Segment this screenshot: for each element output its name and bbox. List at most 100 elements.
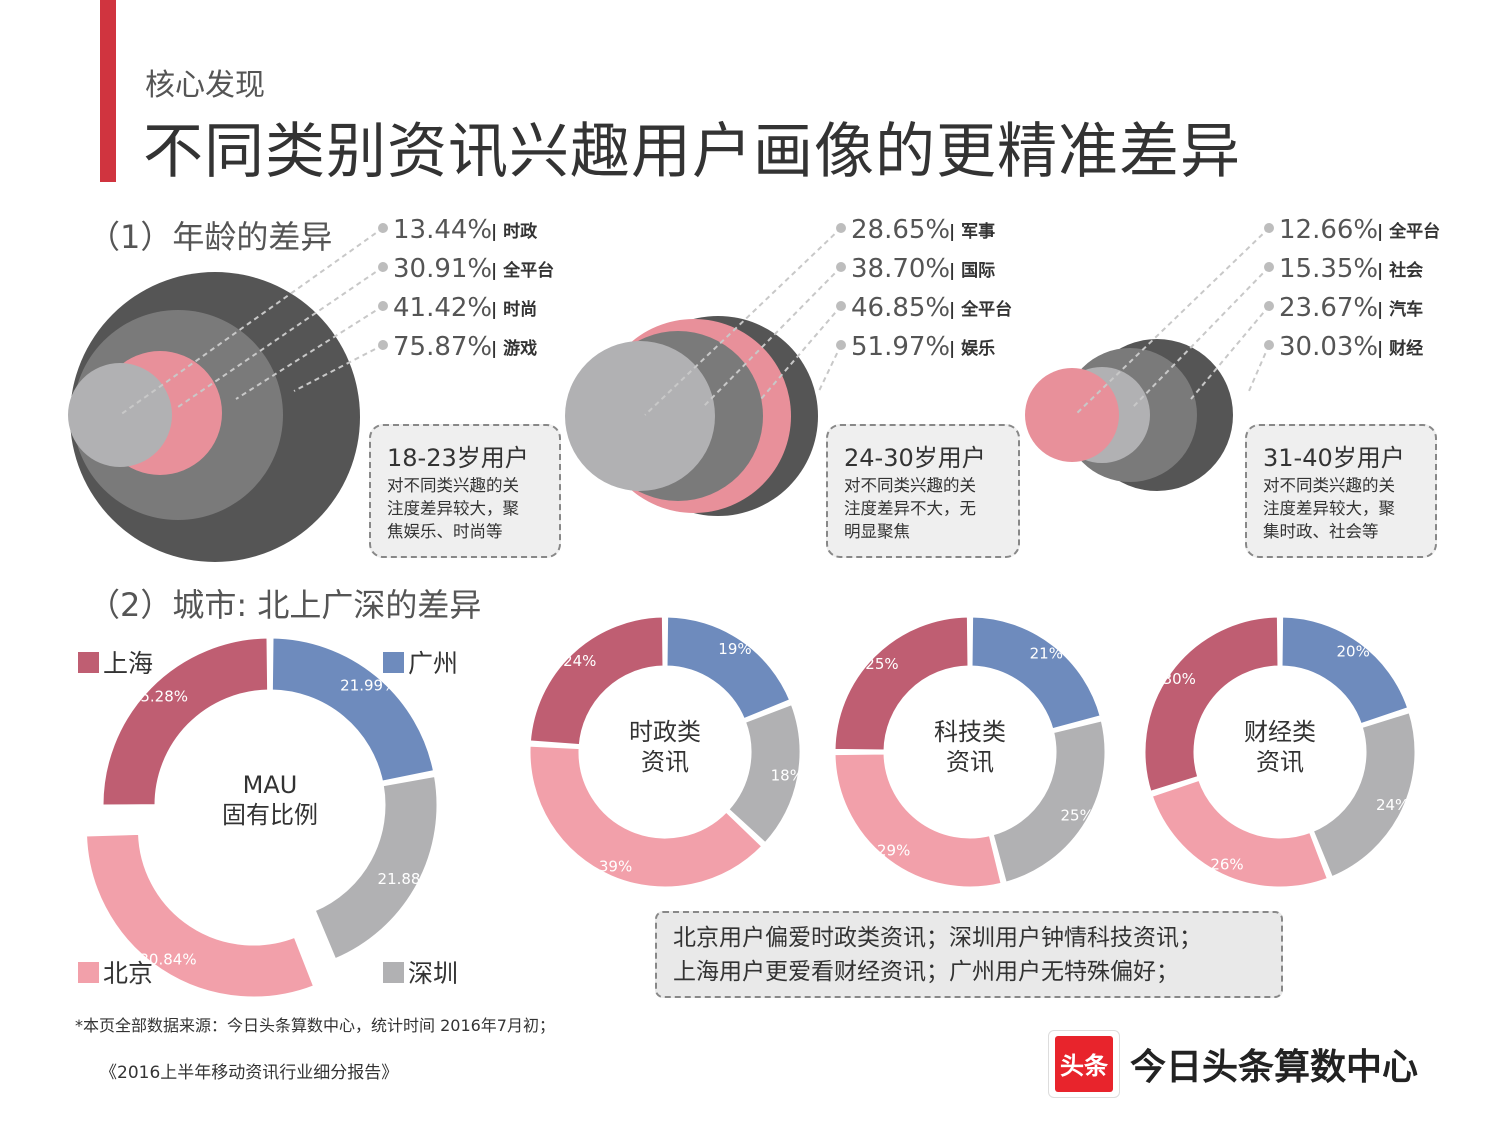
legend-label: 北京 <box>103 959 154 988</box>
toutiao-logo: 头条 <box>1048 1030 1120 1098</box>
page-title: 不同类别资讯兴趣用户画像的更精准差异 <box>143 117 1241 187</box>
legend-label: 广州 <box>408 649 459 678</box>
value-label: 13.44% <box>393 215 492 245</box>
donut-slice <box>527 614 666 748</box>
leader-line <box>760 305 842 400</box>
leader-dot <box>1264 262 1274 272</box>
slice-label: 25% <box>1060 806 1093 824</box>
callout-line: 注度差异较大，聚 <box>387 499 519 518</box>
value-label: 51.97% <box>851 332 950 362</box>
donut-center-label: MAU <box>243 771 298 799</box>
callout-18-23: 18-23岁用户 对不同类兴趣的关 注度差异较大，聚 焦娱乐、时尚等 <box>369 424 561 558</box>
logo-text: 头条 <box>1060 1052 1108 1080</box>
section-age-title: （1）年龄的差异 <box>88 218 333 256</box>
legend-swatch <box>78 651 99 673</box>
category-label: | 游戏 <box>491 338 537 359</box>
callout-body: 对不同类兴趣的关 注度差异不大，无 明显聚焦 <box>844 474 976 543</box>
callout-line: 对不同类兴趣的关 <box>1263 476 1395 495</box>
leader-line <box>293 344 384 392</box>
category-label: | 全平台 <box>491 260 554 281</box>
callout-line: 明显聚焦 <box>844 522 910 541</box>
leader-dot <box>836 223 846 233</box>
callout-line: 对不同类兴趣的关 <box>844 476 976 495</box>
slice-label: 18% <box>771 766 804 784</box>
legend-swatch <box>78 961 99 983</box>
category-label: | 社会 <box>1377 260 1423 281</box>
leader-dot <box>378 301 388 311</box>
callout-title: 18-23岁用户 <box>387 444 529 472</box>
category-label: | 全平台 <box>949 299 1012 320</box>
callout-body: 对不同类兴趣的关 注度差异较大，聚 焦娱乐、时尚等 <box>387 474 519 543</box>
callout-line: 焦娱乐、时尚等 <box>387 522 503 541</box>
logo-badge: 头条 <box>1055 1036 1113 1092</box>
donut-slice <box>269 635 437 785</box>
value-label: 15.35% <box>1279 254 1378 284</box>
leader-line <box>702 266 842 408</box>
donut-center-label: 财经类 <box>1244 718 1316 746</box>
callout-line: 集时政、社会等 <box>1263 522 1379 541</box>
donut-slice <box>312 773 440 962</box>
report-title: 《2016上半年移动资讯行业细分报告》 <box>100 1063 399 1083</box>
legend-label: 深圳 <box>408 959 459 988</box>
leader-dot <box>836 340 846 350</box>
donut-slice <box>83 831 317 1000</box>
section-city-title: （2）城市: 北上广深的差异 <box>88 586 482 624</box>
callout-body: 对不同类兴趣的关 注度差异较大，聚 集时政、社会等 <box>1263 474 1395 543</box>
slice-label: 21% <box>1030 645 1063 663</box>
callout-line: 注度差异较大，聚 <box>1263 499 1395 518</box>
bubble-circle <box>1025 368 1119 462</box>
value-label: 12.66% <box>1279 215 1378 245</box>
leader-line <box>818 344 842 392</box>
donut-slice <box>100 635 271 808</box>
donut-slice <box>990 717 1108 886</box>
leader-dot <box>1264 223 1274 233</box>
donut-center-label: 资讯 <box>946 748 994 776</box>
leader-line <box>644 227 842 416</box>
callout-24-30: 24-30岁用户 对不同类兴趣的关 注度差异不大，无 明显聚焦 <box>826 424 1020 558</box>
legend-swatch <box>383 961 404 983</box>
donut-center-label: 科技类 <box>934 718 1006 746</box>
donut-slice <box>664 614 793 722</box>
leader-dot <box>836 262 846 272</box>
legend-label: 上海 <box>103 649 154 678</box>
legend-beijing: 北京 <box>78 954 153 990</box>
callout-title: 31-40岁用户 <box>1263 444 1405 472</box>
source-note: *本页全部数据来源：今日头条算数中心，统计时间 2016年7月初； <box>75 1016 555 1035</box>
slice-label: 25% <box>865 655 898 673</box>
donut-center-label: 时政类 <box>629 718 701 746</box>
category-label: | 时政 <box>491 221 538 242</box>
leader-dot <box>1264 301 1274 311</box>
leader-dot <box>378 262 388 272</box>
donut-slice <box>1149 777 1331 890</box>
category-label: | 汽车 <box>1377 299 1423 320</box>
callout-line: 对不同类兴趣的关 <box>387 476 519 495</box>
slice-label: 20% <box>1337 642 1370 660</box>
leader-line <box>235 305 384 400</box>
accent-bar <box>100 0 116 182</box>
slice-label: 21.99% <box>340 677 397 695</box>
category-label: | 娱乐 <box>949 338 995 359</box>
leader-dot <box>836 301 846 311</box>
brand-name: 今日头条算数中心 <box>1130 1047 1419 1088</box>
leader-line <box>1190 305 1270 400</box>
value-label: 46.85% <box>851 293 950 323</box>
value-label: 30.91% <box>393 254 492 284</box>
category-label: | 全平台 <box>1377 221 1440 242</box>
donut-center-label: 资讯 <box>1256 748 1304 776</box>
donut-slice <box>527 743 766 890</box>
slice-label: 25.28% <box>131 687 188 705</box>
value-label: 23.67% <box>1279 293 1378 323</box>
donut-slice <box>1142 614 1281 795</box>
slice-label: 26% <box>1210 856 1243 874</box>
leader-line <box>1248 344 1270 392</box>
legend-swatch <box>383 651 404 673</box>
value-label: 38.70% <box>851 254 950 284</box>
value-label: 41.42% <box>393 293 492 323</box>
leader-dot <box>1264 340 1274 350</box>
slice-label: 24% <box>563 652 596 670</box>
kicker: 核心发现 <box>145 68 265 103</box>
donut-slice <box>832 614 971 753</box>
donut-slice <box>1279 614 1411 727</box>
value-label: 28.65% <box>851 215 950 245</box>
